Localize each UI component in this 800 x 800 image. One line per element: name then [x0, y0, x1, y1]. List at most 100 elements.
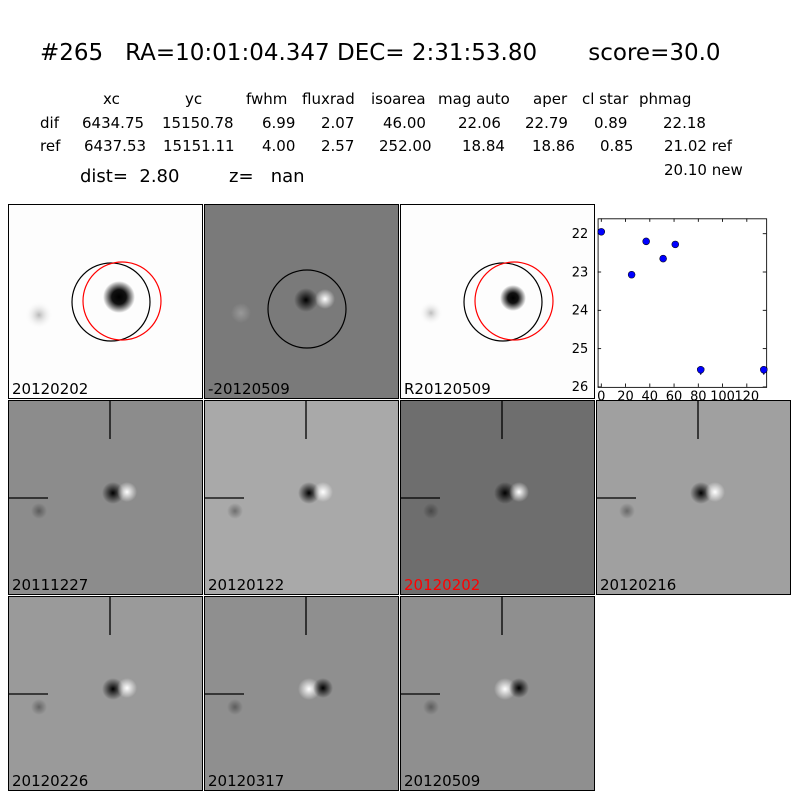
- faint-neighbor-source: [227, 699, 243, 715]
- panel-label: 20120509: [404, 772, 481, 790]
- dif-xc: 6434.75: [82, 114, 145, 132]
- col-yc: yc: [185, 90, 203, 108]
- col-aper: aper: [533, 90, 568, 108]
- col-phmag: phmag: [639, 90, 692, 108]
- aperture-circle-red: [474, 261, 554, 341]
- data-point: [627, 270, 636, 279]
- panel-label: 20120202: [12, 380, 89, 398]
- col-xc: xc: [103, 90, 120, 108]
- new-mag: 20.10 new: [664, 161, 743, 179]
- stamp-image: [401, 401, 594, 594]
- dif-aper: 22.79: [525, 114, 568, 132]
- data-point: [760, 365, 768, 374]
- difference-stamp-panel: 20120509: [400, 596, 595, 791]
- panel-label: R20120509: [404, 380, 491, 398]
- stamp-image: [205, 401, 398, 594]
- positive-residual: [117, 678, 137, 698]
- dif-fluxrad: 2.07: [321, 114, 355, 132]
- aperture-circle-black: [267, 269, 347, 349]
- y-tick-label: 24: [572, 304, 588, 319]
- positive-residual: [509, 482, 529, 502]
- stamp-image: [205, 597, 398, 790]
- faint-neighbor-source: [231, 303, 251, 323]
- dif-fwhm: 6.99: [262, 114, 296, 132]
- stamp-image: [205, 205, 398, 398]
- difference-stamp-panel: 20120226: [8, 596, 203, 791]
- star-source: [103, 281, 135, 313]
- panel-label: 20120226: [12, 772, 89, 790]
- stamp-image: [9, 205, 202, 398]
- y-tick-label: 26: [572, 380, 588, 395]
- ref-xc: 6437.53: [84, 137, 147, 155]
- aperture-circle-red: [82, 261, 162, 341]
- faint-neighbor-source: [423, 699, 439, 715]
- faint-neighbor-source: [31, 503, 47, 519]
- page-title: #265 RA=10:01:04.347 DEC= 2:31:53.80 sco…: [40, 40, 721, 66]
- stamp-image: [9, 597, 202, 790]
- difference-stamp-panel: 20120216: [596, 400, 791, 595]
- dif-cl-star: 0.89: [594, 114, 628, 132]
- ref-mag-auto: 18.84: [462, 137, 505, 155]
- dif-phmag: 22.18: [663, 114, 706, 132]
- negative-residual: [294, 288, 318, 312]
- ref-fluxrad: 2.57: [321, 137, 355, 155]
- col-fwhm: fwhm: [246, 90, 288, 108]
- negative-residual: [509, 678, 529, 698]
- difference-stamp-panel: 20120122: [204, 400, 399, 595]
- data-point: [659, 254, 667, 263]
- stamp-image: [401, 597, 594, 790]
- difference-stamp-panel: 20120202: [400, 400, 595, 595]
- ref-aper: 18.86: [532, 137, 575, 155]
- panel-label: 20120122: [208, 576, 285, 594]
- z-value: z= nan: [229, 166, 305, 187]
- negative-residual: [313, 678, 333, 698]
- panel-label: 20111227: [12, 576, 89, 594]
- col-fluxrad: fluxrad: [302, 90, 355, 108]
- ref-yc: 15151.11: [163, 137, 235, 155]
- dif-mag-auto: 22.06: [458, 114, 501, 132]
- positive-residual: [313, 482, 333, 502]
- x-tick-label: 0: [597, 390, 605, 405]
- y-tick-label: 23: [572, 265, 588, 280]
- ref-cl-star: 0.85: [600, 137, 634, 155]
- faint-neighbor-source: [227, 503, 243, 519]
- difference-stamp-panel: 20120317: [204, 596, 399, 791]
- col-cl-star: cl star: [582, 90, 629, 108]
- dif-isoarea: 46.00: [383, 114, 426, 132]
- positive-residual: [117, 482, 137, 502]
- panel-label: 20120317: [208, 772, 285, 790]
- dist-value: dist= 2.80: [80, 166, 180, 187]
- faint-neighbor-source: [25, 301, 53, 329]
- y-tick-label: 25: [572, 342, 588, 357]
- difference-stamp-panel: 20111227: [8, 400, 203, 595]
- data-point: [697, 365, 705, 374]
- dif-yc: 15150.78: [162, 114, 234, 132]
- positive-residual: [705, 482, 725, 502]
- stamp-panel-new-reference: R20120509: [400, 204, 595, 399]
- ref-fwhm: 4.00: [262, 137, 296, 155]
- positive-residual: [315, 289, 335, 309]
- data-point: [642, 237, 650, 246]
- panel-label: 20120202: [404, 576, 481, 594]
- stamp-image: [9, 401, 202, 594]
- stamp-panel-difference: -20120509: [204, 204, 399, 399]
- panel-label: 20120216: [600, 576, 677, 594]
- faint-neighbor-source: [419, 301, 443, 325]
- panel-label: -20120509: [208, 380, 290, 398]
- plot-frame: [597, 218, 768, 388]
- data-point: [671, 240, 679, 249]
- faint-neighbor-source: [31, 699, 47, 715]
- ref-label: ref: [40, 137, 61, 155]
- faint-neighbor-source: [423, 503, 439, 519]
- y-tick-label: 22: [572, 227, 588, 242]
- col-isoarea: isoarea: [371, 90, 426, 108]
- ref-phmag: 21.02 ref: [664, 137, 733, 155]
- star-source: [500, 285, 526, 311]
- col-mag-auto: mag auto: [438, 90, 510, 108]
- dif-label: dif: [40, 114, 59, 132]
- stamp-image: [401, 205, 594, 398]
- stamp-panel-reference: 20120202: [8, 204, 203, 399]
- faint-neighbor-source: [619, 503, 635, 519]
- data-point: [597, 228, 606, 236]
